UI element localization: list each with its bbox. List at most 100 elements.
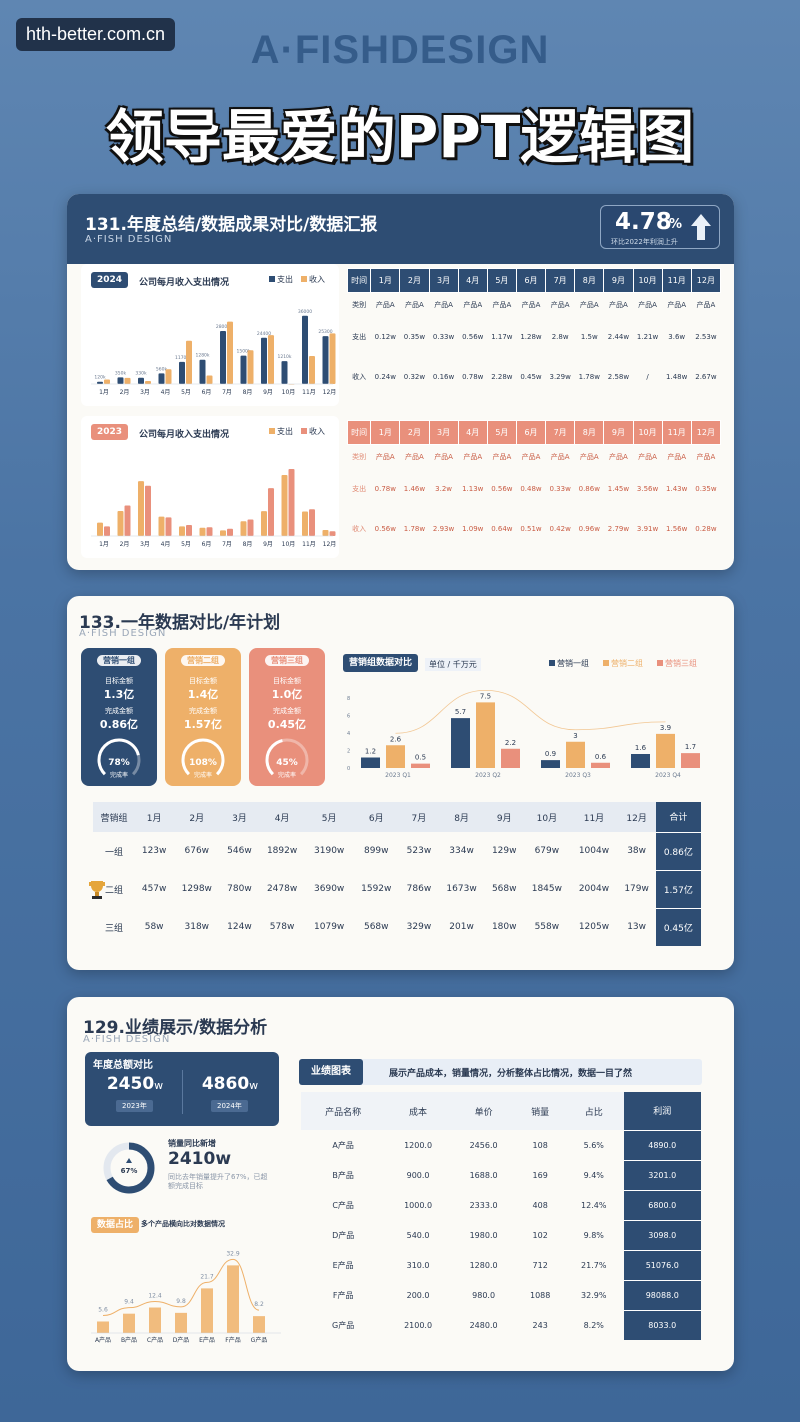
bar-支出-8月	[240, 521, 247, 536]
table-cell: 123w	[141, 846, 167, 856]
legend-营销一组: 营销一组	[557, 659, 589, 668]
x-tick: 3月	[140, 541, 150, 548]
x-tick: 2月	[120, 389, 130, 396]
bar-收入-7月	[227, 528, 233, 536]
y-tick: 0	[347, 766, 350, 772]
header-cell: 合计	[655, 802, 701, 832]
data-label: 8.2	[254, 1301, 264, 1308]
table-cell: 产品A	[579, 452, 599, 461]
x-tick: A产品	[95, 1336, 111, 1344]
x-tick: 8月	[243, 389, 253, 396]
data-label: 1.7	[685, 743, 696, 751]
legend-swatch-out	[269, 276, 275, 282]
table-cell: 产品A	[434, 300, 453, 309]
header-cell: 7月	[399, 802, 439, 832]
data-label: 0.9	[545, 750, 556, 758]
table-cell: 0.45亿	[655, 907, 701, 946]
header-cell: 9月	[485, 802, 524, 832]
bar-chart-2024: 120k 1月 350k 2月 330k 3月 560k 4月 1170k 5月 1280k 6月 28…	[91, 309, 337, 396]
table-cell: 1.78w	[403, 524, 426, 533]
table-cell: 2.58w	[607, 372, 630, 381]
y-tick: 2	[347, 749, 350, 755]
table-cell: 546w	[227, 846, 252, 856]
legend-swatch-in	[301, 276, 307, 282]
table-cell: 3.2w	[435, 484, 453, 493]
x-tick: 6月	[202, 389, 212, 396]
perf-header	[299, 1059, 702, 1085]
table-cell: 产品A	[609, 300, 628, 309]
table-2023: 时间 1月 2月 3月 4月 5月 6月 7月 8月 9月 10月 11月 12月 类别 产品A 产品A 产品A…	[346, 420, 722, 549]
bar-收入-9月	[268, 488, 274, 536]
table-row: A产品 1200.0 2456.0 108 5.6% 4890.0	[301, 1129, 701, 1160]
header-cell: 营销组	[93, 802, 136, 832]
bar-支出-9月	[261, 511, 267, 536]
data-label: 1500k	[236, 349, 250, 355]
target-label: 目标金额	[105, 677, 133, 685]
bar-收入-10月	[288, 468, 295, 536]
x-tick: 5月	[181, 541, 191, 548]
table-cell: 32.9%	[581, 1290, 607, 1300]
year-total-title: 年度总额对比	[93, 1060, 153, 1071]
bar-chart-2023: 1月 2月 3月 4月 5月 6月 7月 8月 9月 10月 11月 12月	[91, 468, 336, 548]
table-cell: 899w	[363, 846, 389, 856]
table-cell: 0.56w	[462, 332, 484, 341]
table-header: 时间 1月 2月 3月 4月 5月 6月 7月 8月 9月 10月 11月 12月	[346, 268, 722, 293]
x-tick: 8月	[243, 541, 253, 548]
table-cell: 一组	[105, 847, 124, 858]
table-cell: 3.29w	[549, 372, 571, 381]
table-cell: 38w	[627, 846, 647, 856]
table-row: 一组 123w 676w 546w 1892w 3190w 899w 523w 334w 129w…	[93, 831, 701, 870]
table-cell: F产品	[332, 1290, 354, 1300]
header-cell: 7月	[545, 420, 576, 445]
table-cell: 2.93w	[432, 524, 455, 533]
data-label: 120k	[94, 375, 106, 381]
trend-line	[102, 1258, 260, 1316]
table-cell: 产品A	[492, 300, 512, 309]
target-value: 1.4亿	[187, 688, 219, 701]
x-tick: 6月	[202, 541, 212, 548]
group-name: 营销一组	[97, 655, 141, 666]
table-cell: 0.12w	[374, 332, 396, 341]
table-row: F产品 200.0 980.0 1088 32.9% 98088.0	[301, 1279, 701, 1310]
x-tick: 12月	[323, 389, 337, 396]
table-cell: 558w	[534, 922, 560, 932]
data-label: 25300	[318, 329, 332, 335]
bar-支出-11月	[302, 315, 308, 384]
header-cell: 1月	[370, 268, 401, 293]
x-tick: 2023 Q2	[475, 772, 501, 779]
header-cell: 2月	[173, 802, 221, 832]
bar-支出-4月	[158, 516, 165, 536]
table-cell: 1200.0	[404, 1140, 433, 1150]
table-cell: 产品A	[492, 452, 512, 461]
table-cell: 3690w	[314, 884, 345, 894]
table-row: E产品 310.0 1280.0 712 21.7% 51076.0	[301, 1249, 701, 1280]
x-tick: 11月	[302, 541, 316, 548]
table-cell: 780w	[227, 884, 252, 894]
rate-gauge	[265, 738, 309, 780]
done-label: 完成金额	[105, 707, 133, 715]
table-cell: A产品	[332, 1140, 354, 1150]
data-label: 330k	[135, 371, 147, 377]
table-cell: E产品	[332, 1260, 354, 1270]
table-cell: 457w	[141, 884, 167, 894]
table-row: 三组 58w 318w 124w 578w 1079w 568w 329w 201w 180w 55…	[93, 907, 701, 946]
donut-label: 67%	[121, 1167, 138, 1175]
bar-营销二组-2023 Q4	[656, 733, 675, 768]
header-cell: 5月	[486, 420, 517, 445]
table-cell: 129w	[491, 846, 517, 856]
table-cell: 578w	[269, 922, 295, 932]
trend-line	[395, 689, 666, 734]
growth-donut: 67%	[103, 1142, 155, 1194]
bar-收入-3月	[145, 380, 151, 384]
table-cell: 329w	[406, 922, 432, 932]
bar-支出-3月	[138, 377, 144, 384]
table-cell: 产品A	[550, 452, 570, 461]
table-cell: 1.5w	[580, 332, 598, 341]
x-tick: 4月	[161, 389, 171, 396]
table-cell: 产品A	[696, 452, 716, 461]
table-cell: C产品	[332, 1200, 354, 1210]
table-cell: 334w	[449, 846, 474, 856]
group-table: 营销组 1月 2月 3月 4月 5月 6月 7月 8月 9月 10月 11月 12月 合计 一组 123w 67…	[93, 802, 701, 946]
x-tick: 1月	[99, 541, 109, 548]
table-cell: 3.91w	[636, 524, 659, 533]
